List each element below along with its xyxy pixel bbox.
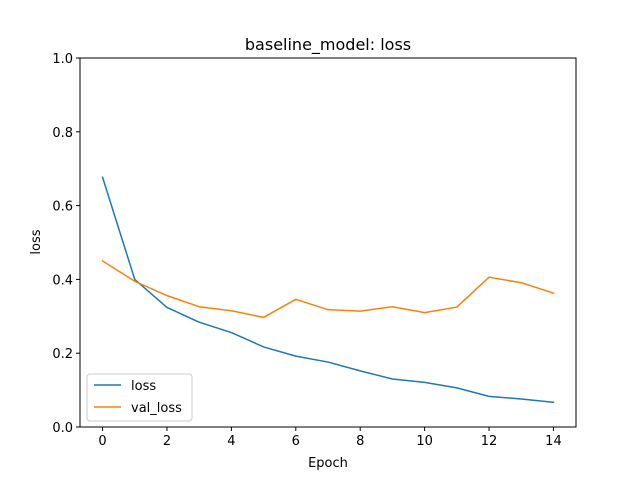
y-tick-label: 0.6 [52,200,73,215]
legend: loss val_loss [86,373,193,422]
x-tick-label: 10 [416,434,433,449]
y-axis-label: loss [29,229,44,254]
axis-ticks: 0 2 4 6 8 10 12 14 0.0 0.2 0.4 0.6 0.8 1.0 [52,52,561,449]
x-tick-label: 14 [545,434,562,449]
y-tick-label: 1.0 [52,52,73,67]
x-tick-label: 6 [292,434,300,449]
x-tick-label: 2 [163,434,171,449]
legend-label-val-loss: val_loss [131,401,182,416]
series-line-loss [101,176,555,404]
y-tick-label: 0.4 [52,273,73,288]
x-tick-label: 0 [98,434,106,449]
y-tick-label: 0.8 [52,126,73,141]
plot-area [101,176,555,404]
x-axis-label: Epoch [308,456,348,471]
x-tick-label: 4 [227,434,235,449]
y-tick-label: 0.2 [52,347,73,362]
y-tick-label: 0.0 [52,421,73,436]
axes-frame [79,57,577,428]
x-tick-label: 8 [356,434,364,449]
legend-label-loss: loss [131,379,156,394]
chart-title: baseline_model: loss [245,35,411,55]
x-tick-label: 12 [481,434,498,449]
series-line-val-loss [101,259,555,319]
